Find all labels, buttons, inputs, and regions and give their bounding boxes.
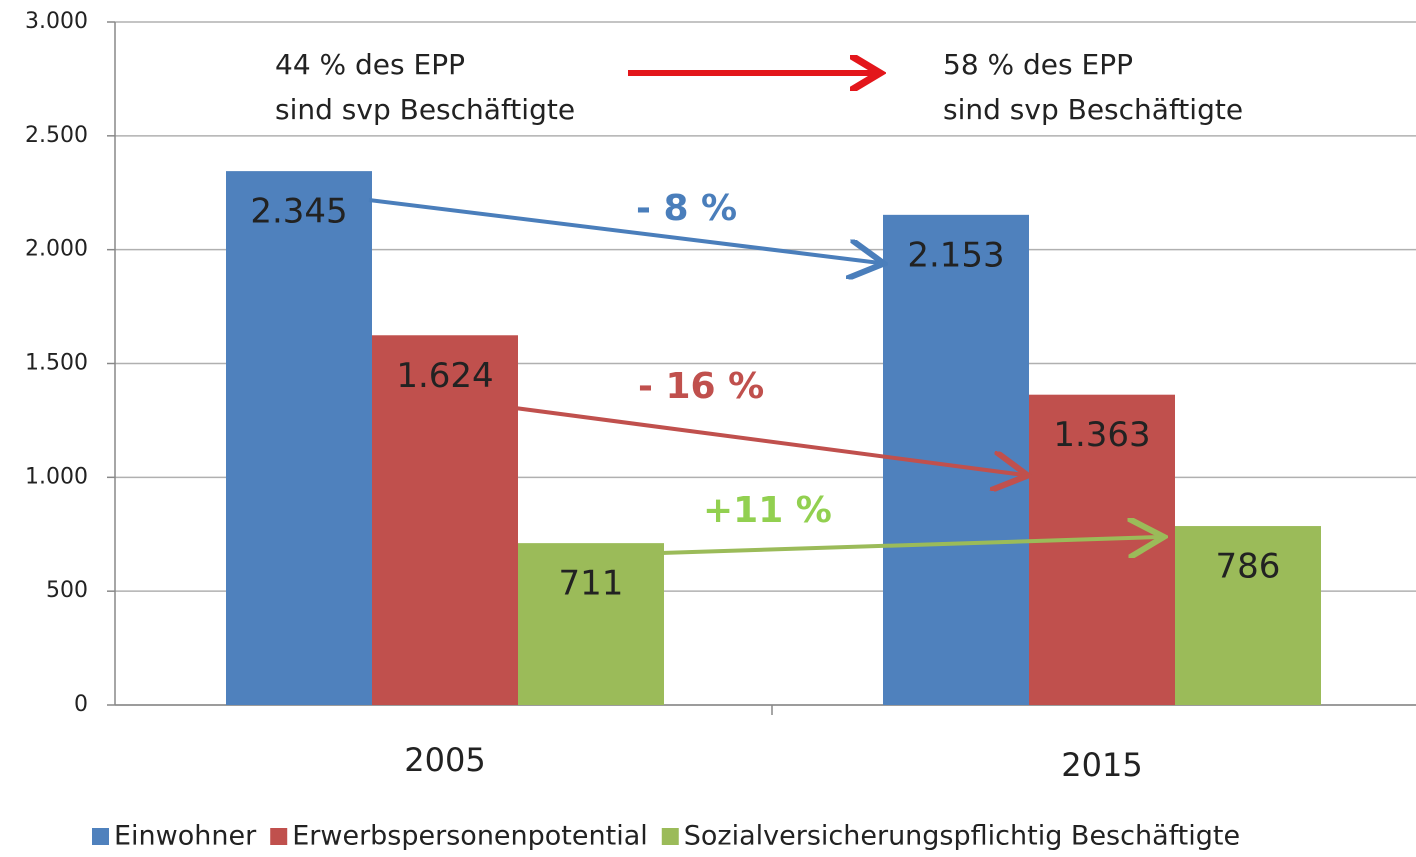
annotations: 44 % des EPP sind svp Beschäftigte 58 % …	[275, 48, 1243, 553]
arrow	[514, 406, 1024, 475]
legend-label: Sozialversicherungspflichtig Beschäftigt…	[684, 821, 1240, 852]
annotation: - 16 %	[638, 366, 764, 407]
legend-label: Erwerbspersonenpotential	[292, 821, 648, 852]
legend: Einwohner Erwerbspersonenpotential Sozialv…	[92, 821, 1240, 852]
bar	[518, 543, 664, 705]
annotation: 44 % des EPP	[275, 48, 465, 81]
bar	[1175, 526, 1321, 705]
legend-swatch	[270, 828, 288, 845]
y-tick-label: 3.000	[25, 9, 88, 34]
bar	[372, 335, 518, 705]
y-tick-label: 500	[46, 578, 88, 603]
legend-swatch	[661, 828, 679, 845]
annotation: sind svp Beschäftigte	[943, 93, 1243, 126]
value-label: 786	[1216, 547, 1281, 587]
annotation: 58 % des EPP	[943, 48, 1133, 81]
arrow	[368, 198, 880, 263]
value-label: 1.363	[1053, 415, 1150, 455]
y-tick-label: 2.000	[25, 237, 88, 262]
legend-label: Einwohner	[114, 821, 257, 852]
bar	[226, 171, 372, 705]
value-label: 711	[559, 564, 624, 604]
value-label: 2.153	[907, 235, 1004, 275]
annotation: - 8 %	[636, 188, 737, 229]
arrow	[660, 537, 1160, 553]
y-tick-label: 1.500	[25, 351, 88, 376]
annotation: sind svp Beschäftigte	[275, 93, 575, 126]
y-tick-label: 0	[74, 692, 88, 717]
legend-swatch	[92, 828, 109, 845]
bars: 2.345 2.153 1.624 1.363 711 786	[226, 171, 1321, 705]
y-tick-label: 2.500	[25, 123, 88, 148]
x-tick-label: 2005	[404, 741, 485, 779]
value-label: 2.345	[250, 192, 347, 232]
annotation: +11 %	[703, 490, 832, 531]
value-label: 1.624	[396, 356, 493, 396]
x-tick-label: 2015	[1061, 746, 1142, 784]
y-tick-label: 1.000	[25, 464, 88, 489]
